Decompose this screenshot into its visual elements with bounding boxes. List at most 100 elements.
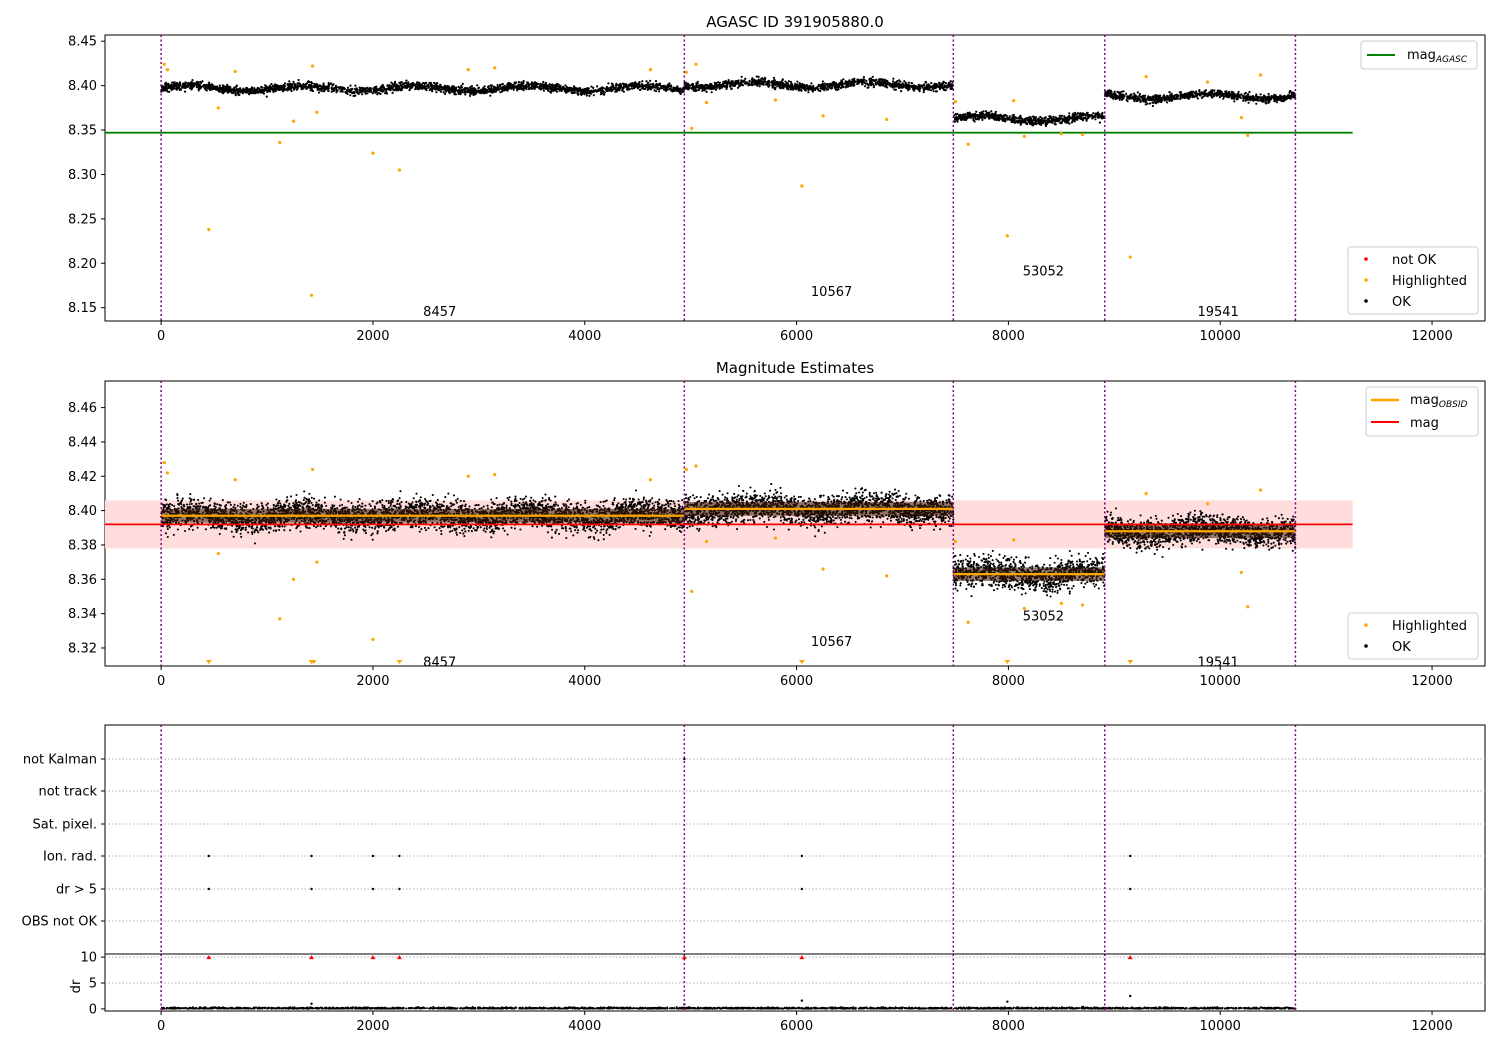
y-tick-label: 8.42 [68,470,97,485]
ok-point [1029,122,1032,125]
ok-point [956,112,959,115]
ok-point [277,88,280,91]
ok-point [423,82,426,85]
ok-point [1003,119,1006,122]
ok-point [751,79,755,82]
x-tick-label: 8000 [992,674,1025,689]
ok-point [265,95,268,98]
ok-point [798,88,801,91]
x-tick-label: 12000 [1411,329,1452,344]
ok-point [943,84,946,87]
ok-point [817,89,820,92]
ok-point [978,116,981,120]
highlighted-point [207,227,211,232]
ok-point [910,82,914,85]
ok-point [1183,92,1186,96]
ok-point [713,86,716,89]
ok-point [1249,96,1252,99]
ok-point [768,83,771,87]
ok-point [426,83,429,86]
ok-point [980,111,984,114]
ok-point [774,86,777,89]
ok-point [940,85,943,88]
ok-point [423,84,426,87]
ok-point [810,82,813,85]
ok-point [834,86,837,89]
ok-point [1199,94,1202,97]
ok-point [1063,118,1066,122]
ok-point [341,88,344,91]
ok-point [1024,121,1027,124]
ok-point [871,75,874,78]
ok-point [881,78,884,81]
ok-point [447,90,450,93]
ok-point [1259,93,1262,96]
ok-point [949,80,952,83]
ok-point [1185,92,1188,95]
ok-point [341,90,344,93]
ok-point [1027,116,1031,119]
ok-point [436,85,439,88]
ok-point [821,80,825,83]
ok-point [1070,121,1073,124]
ok-point [290,85,293,88]
ok-point [1041,121,1044,124]
highlighted-point [704,100,709,105]
ok-point [645,80,648,83]
ok-point [807,91,810,94]
ok-point [882,81,885,84]
ok-point [1052,115,1055,118]
ok-point [965,115,968,118]
ok-point [740,83,743,86]
ok-point [1067,118,1071,121]
ok-point [227,88,230,91]
ok-point [1059,117,1062,120]
ok-point [486,504,489,507]
ok-point [564,90,568,93]
ok-point [828,84,832,87]
ok-point [1253,96,1256,99]
ok-point [768,80,771,83]
ok-point [1031,123,1034,127]
ok-point [1117,96,1120,100]
ok-point [438,88,441,91]
ok-point [933,85,936,88]
ok-point [334,86,338,90]
ok-point [1044,116,1047,119]
ok-point [612,86,615,89]
ok-point [167,82,170,85]
ok-point [1085,119,1088,122]
ok-point [761,81,764,85]
ok-point [267,87,270,90]
ok-point [998,118,1001,121]
ok-point [392,88,396,91]
legend-label: not OK [1392,253,1437,268]
ok-point [575,87,578,90]
ok-point [1076,118,1079,121]
ok-point [440,88,443,91]
ok-point [457,90,460,93]
ok-point [649,79,652,82]
ok-point [1138,94,1141,97]
ok-point [464,91,467,94]
ok-point [526,82,529,85]
ok-point [1255,102,1258,105]
ok-point [226,83,229,86]
ok-point [1151,104,1154,108]
ok-point [224,88,227,92]
ok-point [433,85,436,88]
obsid-label: 8457 [423,305,456,320]
ok-point [794,86,797,89]
ok-point [697,86,700,89]
ok-point [583,87,587,91]
ok-point [398,81,401,84]
ok-point [517,83,520,86]
ok-point [1126,95,1130,98]
ok-point [425,87,428,90]
ok-point [326,87,329,90]
ok-point [684,85,688,88]
ok-point [273,88,276,91]
ok-point [1133,92,1136,95]
ok-point [292,80,295,83]
ok-point [988,111,991,114]
